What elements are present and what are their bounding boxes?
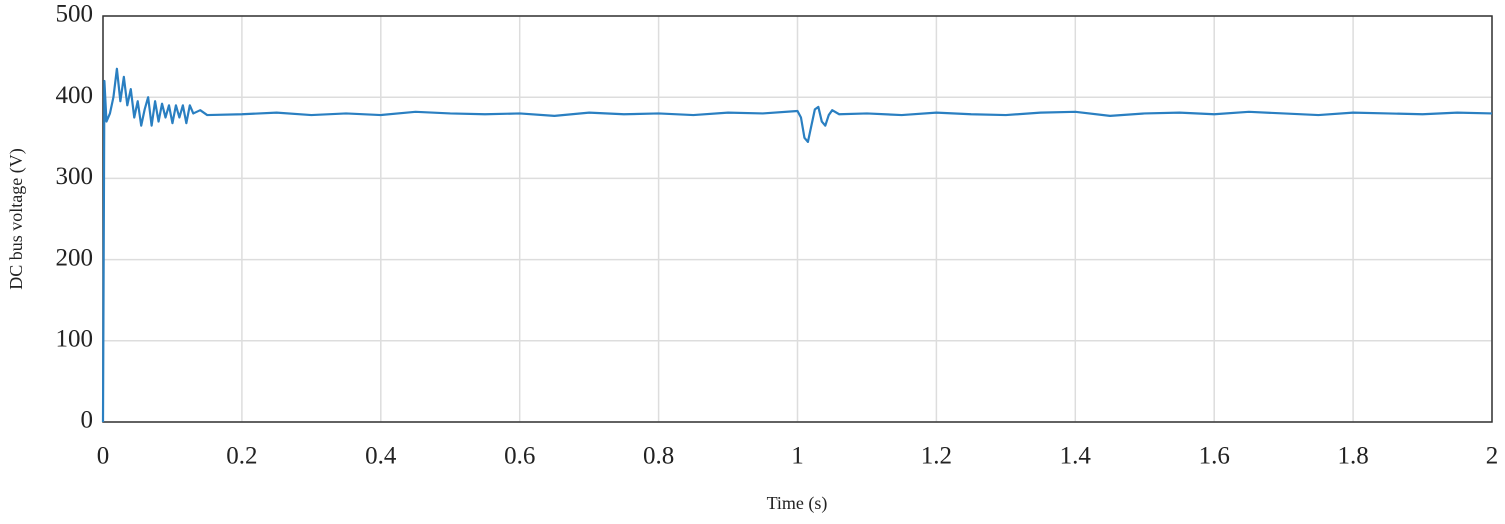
x-tick-label: 1.2 [921,443,952,470]
x-tick-label: 0.4 [365,443,397,470]
x-axis-title: Time (s) [767,493,828,514]
y-tick-label: 400 [56,82,94,109]
y-tick-label: 500 [56,1,94,28]
y-tick-label: 200 [56,244,94,271]
x-tick-label: 0.2 [226,443,257,470]
x-tick-label: 1.8 [1337,443,1368,470]
y-tick-label: 0 [81,407,94,434]
y-tick-label: 100 [56,326,94,353]
x-tick-label: 1 [791,443,804,470]
x-tick-label: 0.8 [643,443,674,470]
x-tick-label: 0.6 [504,443,535,470]
y-tick-label: 300 [56,163,94,190]
x-tick-label: 2 [1486,443,1499,470]
y-axis-title: DC bus voltage (V) [6,148,27,289]
data-line [101,67,1493,423]
x-tick-label: 0 [97,443,110,470]
x-tick-label: 1.4 [1060,443,1092,470]
x-tick-label: 1.6 [1199,443,1230,470]
